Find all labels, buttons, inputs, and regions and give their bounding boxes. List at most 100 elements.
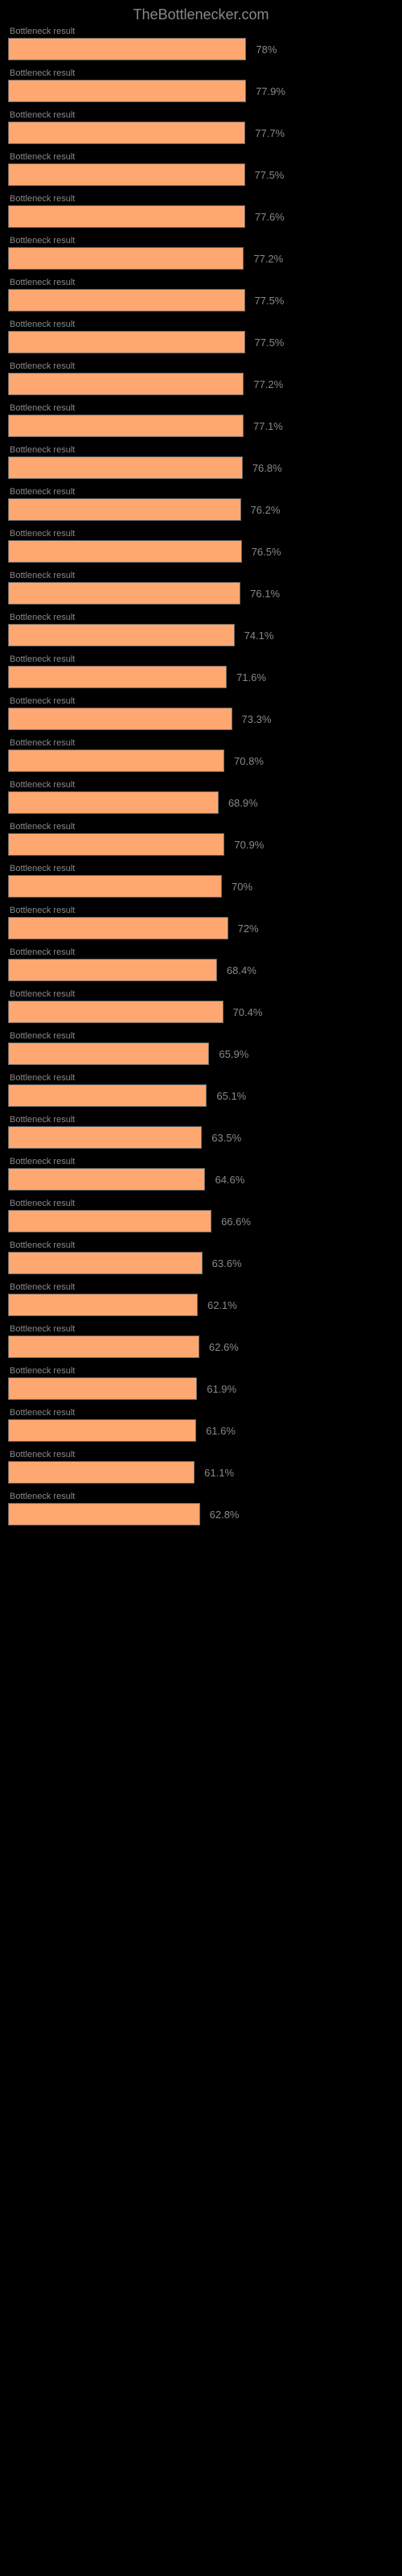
chart-row-bar-wrap: 62.1% bbox=[8, 1294, 394, 1316]
chart-row-bar-wrap: 77.5% bbox=[8, 289, 394, 312]
chart-row: Bottleneck result76.5% bbox=[8, 529, 394, 563]
chart-row-label: Bottleneck result bbox=[8, 68, 394, 78]
chart-row: Bottleneck result63.5% bbox=[8, 1115, 394, 1149]
chart-row: Bottleneck result77.5% bbox=[8, 152, 394, 186]
chart-row-label: Bottleneck result bbox=[8, 1408, 394, 1418]
chart-row-label: Bottleneck result bbox=[8, 445, 394, 455]
chart-bar bbox=[8, 708, 232, 730]
chart-row: Bottleneck result65.9% bbox=[8, 1031, 394, 1065]
chart-row-bar-wrap: 62.8% bbox=[8, 1503, 394, 1525]
chart-value: 70% bbox=[232, 881, 252, 893]
chart-bar bbox=[8, 1042, 209, 1065]
chart-bar bbox=[8, 163, 245, 186]
chart-bar bbox=[8, 80, 246, 102]
chart-row-bar-wrap: 72% bbox=[8, 917, 394, 939]
chart-row-label: Bottleneck result bbox=[8, 487, 394, 497]
chart-bar bbox=[8, 289, 245, 312]
chart-row-bar-wrap: 77.2% bbox=[8, 247, 394, 270]
chart-bar bbox=[8, 373, 244, 395]
chart-row-bar-wrap: 61.6% bbox=[8, 1419, 394, 1442]
chart-bar bbox=[8, 1335, 199, 1358]
chart-row-label: Bottleneck result bbox=[8, 110, 394, 120]
chart-row-label: Bottleneck result bbox=[8, 361, 394, 371]
chart-bar bbox=[8, 624, 235, 646]
chart-row-label: Bottleneck result bbox=[8, 989, 394, 999]
chart-row-bar-wrap: 70.8% bbox=[8, 749, 394, 772]
chart-row-bar-wrap: 63.5% bbox=[8, 1126, 394, 1149]
chart-row-label: Bottleneck result bbox=[8, 696, 394, 706]
chart-row: Bottleneck result72% bbox=[8, 906, 394, 939]
chart-row: Bottleneck result 64.6% bbox=[8, 1157, 394, 1191]
chart-value: 71.6% bbox=[236, 671, 266, 683]
chart-bar bbox=[8, 1126, 202, 1149]
chart-row: Bottleneck result 70% bbox=[8, 864, 394, 898]
chart-value: 77.2% bbox=[253, 253, 283, 265]
chart-value: 63.6% bbox=[212, 1257, 242, 1269]
chart-row-label: Bottleneck result bbox=[8, 1450, 394, 1459]
chart-value: 66.6% bbox=[221, 1216, 251, 1228]
chart-row: Bottleneck result 76.8% bbox=[8, 445, 394, 479]
chart-value: 76.2% bbox=[251, 504, 281, 516]
chart-row: Bottleneck result63.6% bbox=[8, 1241, 394, 1274]
chart-row: Bottleneck result 65.1% bbox=[8, 1073, 394, 1107]
chart-value: 70.4% bbox=[233, 1006, 263, 1018]
chart-value: 72% bbox=[238, 923, 259, 935]
chart-row-bar-wrap: 74.1% bbox=[8, 624, 394, 646]
chart-value: 70.8% bbox=[234, 755, 264, 767]
chart-row: Bottleneck result 77.7% bbox=[8, 110, 394, 144]
chart-value: 77.5% bbox=[255, 295, 285, 307]
chart-row-label: Bottleneck result bbox=[8, 1492, 394, 1501]
chart-row-bar-wrap: 77.2% bbox=[8, 373, 394, 395]
chart-value: 77.5% bbox=[255, 169, 285, 181]
chart-row-bar-wrap: 70.9% bbox=[8, 833, 394, 856]
chart-row-bar-wrap: 77.7% bbox=[8, 122, 394, 144]
chart-row-label: Bottleneck result bbox=[8, 738, 394, 748]
chart-row: Bottleneck result78% bbox=[8, 27, 394, 60]
chart-row: Bottleneck result77.1% bbox=[8, 403, 394, 437]
chart-row-label: Bottleneck result bbox=[8, 1366, 394, 1376]
chart-bar bbox=[8, 331, 245, 353]
chart-row-label: Bottleneck result bbox=[8, 864, 394, 873]
chart-value: 64.6% bbox=[215, 1174, 244, 1186]
chart-row-label: Bottleneck result bbox=[8, 236, 394, 246]
chart-row-label: Bottleneck result bbox=[8, 1282, 394, 1292]
chart-row-bar-wrap: 73.3% bbox=[8, 708, 394, 730]
chart-row-label: Bottleneck result bbox=[8, 571, 394, 580]
chart-value: 65.9% bbox=[219, 1048, 248, 1060]
chart-value: 77.1% bbox=[253, 420, 283, 432]
chart-row: Bottleneck result 70.4% bbox=[8, 989, 394, 1023]
chart-row: Bottleneck result70.9% bbox=[8, 822, 394, 856]
chart-row-bar-wrap: 77.9% bbox=[8, 80, 394, 102]
chart-row: Bottleneck result74.1% bbox=[8, 613, 394, 646]
chart-row: Bottleneck result 77.9% bbox=[8, 68, 394, 102]
bottleneck-chart: Bottleneck result78%Bottleneck result77.… bbox=[0, 27, 402, 1550]
chart-row-label: Bottleneck result bbox=[8, 1157, 394, 1166]
chart-bar bbox=[8, 917, 228, 939]
chart-row: Bottleneck result68.4% bbox=[8, 947, 394, 981]
chart-bar bbox=[8, 1168, 205, 1191]
chart-row: Bottleneck result 62.8% bbox=[8, 1492, 394, 1525]
chart-bar bbox=[8, 38, 246, 60]
chart-row-bar-wrap: 76.1% bbox=[8, 582, 394, 605]
chart-row-label: Bottleneck result bbox=[8, 194, 394, 204]
chart-bar bbox=[8, 456, 243, 479]
chart-row-bar-wrap: 62.6% bbox=[8, 1335, 394, 1358]
chart-row-bar-wrap: 66.6% bbox=[8, 1210, 394, 1232]
chart-row-bar-wrap: 65.9% bbox=[8, 1042, 394, 1065]
chart-row: Bottleneck result 77.2% bbox=[8, 236, 394, 270]
chart-bar bbox=[8, 1294, 198, 1316]
chart-value: 76.8% bbox=[252, 462, 282, 474]
chart-row-bar-wrap: 78% bbox=[8, 38, 394, 60]
page-title: TheBottlenecker.com bbox=[0, 0, 402, 27]
chart-row-label: Bottleneck result bbox=[8, 278, 394, 287]
chart-bar bbox=[8, 959, 217, 981]
chart-value: 61.6% bbox=[206, 1425, 236, 1437]
chart-value: 65.1% bbox=[216, 1090, 246, 1102]
chart-value: 78% bbox=[256, 43, 277, 56]
chart-row-bar-wrap: 63.6% bbox=[8, 1252, 394, 1274]
chart-bar bbox=[8, 415, 244, 437]
chart-value: 74.1% bbox=[244, 630, 274, 642]
chart-row: Bottleneck result61.9% bbox=[8, 1366, 394, 1400]
chart-row: Bottleneck result 77.2% bbox=[8, 361, 394, 395]
chart-row-label: Bottleneck result bbox=[8, 1073, 394, 1083]
